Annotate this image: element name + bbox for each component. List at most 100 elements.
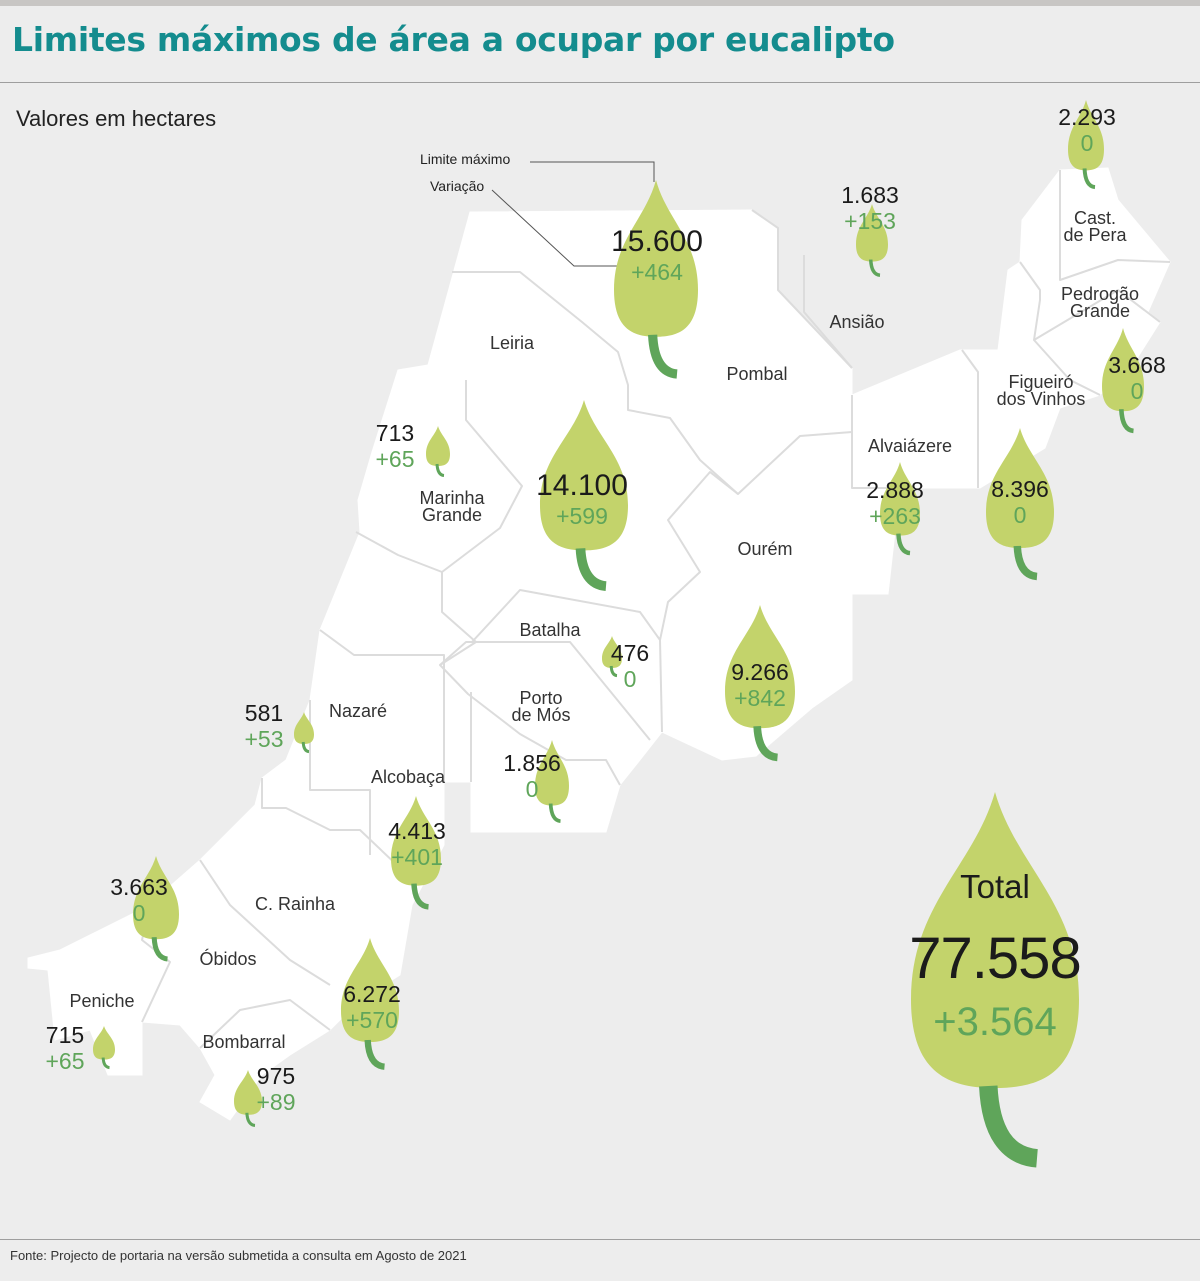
limit-value: 8.396 <box>991 476 1049 502</box>
limit-value: 15.600 <box>611 225 703 258</box>
leaf-body <box>856 204 888 262</box>
leaf-stem <box>896 533 911 556</box>
variation-value: +263 <box>869 503 921 529</box>
municipality-name-marinha-grande: Marinha Grande <box>419 488 485 525</box>
municipality-values-batalha: 476 0 <box>611 640 649 692</box>
limit-value: 2.888 <box>866 477 924 503</box>
leaf-stem <box>101 1057 110 1070</box>
leaf-stem <box>609 665 618 678</box>
eucalyptus-leaf-icon <box>391 796 441 910</box>
eucalyptus-leaf-icon <box>426 426 450 477</box>
leaf-stem <box>245 1112 256 1127</box>
leaf-stem <box>575 548 607 591</box>
eucalyptus-leaf-icon <box>725 605 795 762</box>
variation-value: +842 <box>734 685 786 711</box>
variation-value: 0 <box>1130 378 1144 404</box>
limit-value: 715 <box>45 1022 85 1048</box>
eucalyptus-leaf-icon <box>294 712 314 754</box>
municipality-name-obidos: Óbidos <box>199 949 257 969</box>
eucalyptus-leaf-icon <box>986 428 1054 581</box>
municipality-values-c-rainha: 6.272 +570 <box>343 981 401 1033</box>
legend-limit-label: Limite máximo <box>420 151 511 167</box>
municipality-name-batalha: Batalha <box>519 620 581 640</box>
title-divider <box>0 82 1200 83</box>
leaf-body <box>1068 100 1104 171</box>
leaf-body <box>540 400 628 551</box>
eucalyptus-leaf-icon <box>234 1070 262 1127</box>
municipality-name-bombarral: Bombarral <box>202 1032 286 1052</box>
municipality-values-cast-de-pera: 2.293 0 <box>1058 104 1116 156</box>
eucalyptus-leaf-icon <box>1068 100 1104 190</box>
municipality-values-obidos: 3.663 0 <box>110 874 168 926</box>
leaf-stem <box>979 1085 1039 1168</box>
municipality-name-pombal: Pombal <box>726 364 788 384</box>
limit-value: 3.668 <box>1108 352 1166 378</box>
leaf-body <box>1102 328 1144 412</box>
limit-value: 6.272 <box>343 981 401 1007</box>
variation-value: 0 <box>623 666 637 692</box>
municipality-name-leiria: Leiria <box>489 333 535 353</box>
variation-value: +401 <box>391 844 443 870</box>
leaf-stem <box>548 803 561 824</box>
municipality-name-porto-de-mos: Porto de Mós <box>511 688 571 725</box>
source-note: Fonte: Projecto de portaria na versão su… <box>10 1248 467 1263</box>
leaf-stem <box>151 937 168 962</box>
eucalyptus-leaf-icon <box>602 636 622 678</box>
limit-value: 713 <box>375 420 415 446</box>
variation-value: +53 <box>244 726 284 752</box>
municipality-name-alcobaca: Alcobaça <box>370 767 446 787</box>
limit-value: 1.856 <box>503 750 561 776</box>
leaf-body <box>294 712 314 744</box>
variation-value: 0 <box>525 776 539 802</box>
legend-variation-label: Variação <box>430 178 485 194</box>
eucalyptus-leaf-icon <box>341 938 399 1070</box>
variation-value: +89 <box>256 1089 296 1115</box>
leaf-body <box>133 856 179 940</box>
legend-leaders <box>491 161 655 267</box>
municipality-values-marinha-grande: 713 +65 <box>375 420 414 472</box>
variation-value: 0 <box>132 900 146 926</box>
eucalyptus-leaf-icon <box>1102 328 1144 434</box>
variation-value: 0 <box>1080 130 1094 156</box>
limit-value: 14.100 <box>536 469 628 502</box>
leaf-stem <box>301 741 310 754</box>
leaf-stem <box>411 883 429 910</box>
variation-value: +599 <box>556 503 608 529</box>
municipality-values-alvaiazere: 2.888 +263 <box>866 477 924 529</box>
variation-value: +153 <box>844 208 896 234</box>
variation-value: +570 <box>346 1007 398 1033</box>
leaf-body <box>602 636 622 668</box>
limit-value: 2.293 <box>1058 104 1116 130</box>
eucalyptus-leaf-icon <box>614 180 698 379</box>
municipality-values-porto-de-mos: 1.856 0 <box>503 750 561 802</box>
eucalyptus-leaf-icon <box>856 204 888 278</box>
municipality-borders <box>141 170 1171 1049</box>
eucalyptus-leaf-icon <box>93 1026 115 1070</box>
leaf-body <box>986 428 1054 548</box>
municipality-name-nazare: Nazaré <box>328 701 388 721</box>
municipality-values-peniche: 715 +65 <box>45 1022 84 1074</box>
eucalyptus-leaf-icon <box>133 856 179 962</box>
limit-value: 581 <box>244 700 284 726</box>
municipality-name-ourem: Ourém <box>737 539 793 559</box>
limit-value: 4.413 <box>388 818 446 844</box>
municipality-values-pombal: 15.600 +464 <box>611 226 703 286</box>
leaf-body <box>93 1026 115 1060</box>
municipality-name-alvaiazere: Alvaiázere <box>867 436 953 456</box>
municipality-values-ourem: 9.266 +842 <box>731 659 789 711</box>
leaf-body <box>725 605 795 729</box>
page-title: Limites máximos de área a ocupar por euc… <box>12 20 895 59</box>
variation-value: +65 <box>45 1048 85 1074</box>
leaf-body <box>234 1070 262 1115</box>
municipality-values-ansiao: 1.683 +153 <box>841 182 899 234</box>
municipality-values-bombarral: 975 +89 <box>256 1063 295 1115</box>
municipality-name-peniche: Peniche <box>69 991 135 1011</box>
leaf-stem <box>868 259 881 278</box>
eucalyptus-leaf-icon <box>535 740 569 824</box>
limit-value: 476 <box>610 640 650 666</box>
leaf-stem <box>1082 168 1096 190</box>
limit-value: 9.266 <box>731 659 789 685</box>
leaf-stem <box>1013 545 1038 581</box>
leaf-stem <box>364 1039 386 1070</box>
